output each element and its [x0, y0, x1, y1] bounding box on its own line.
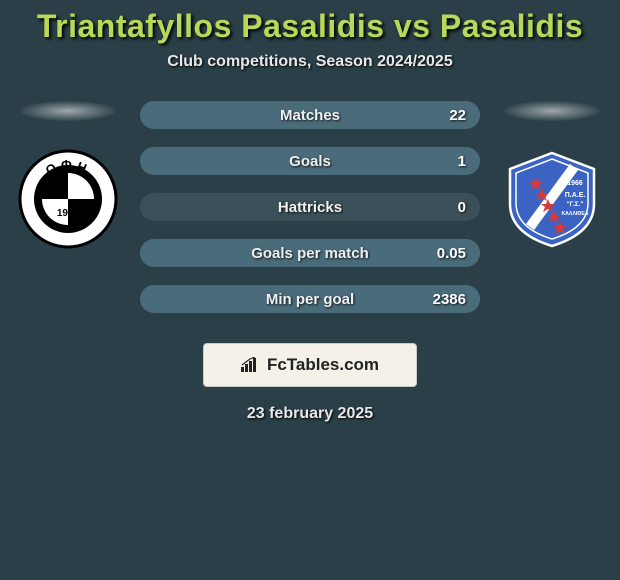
- date-label: 23 february 2025: [247, 405, 373, 423]
- comparison-card: Triantafyllos Pasalidis vs Pasalidis Clu…: [0, 0, 620, 423]
- stat-table: Matches22 Goals1 Hattricks0 Goals per match…: [140, 99, 480, 313]
- right-player-column: 1966 Π.Α.Ε. "Γ.Σ." ΚΑΛΛΙΘΕΑ: [498, 99, 606, 249]
- ofi-crete-badge: 1925 Ο.Φ.Η.: [18, 149, 118, 249]
- badge-year: 1966: [567, 180, 583, 187]
- stat-label: Min per goal: [200, 291, 420, 308]
- main-row: 1925 Ο.Φ.Η. Matches22 Goals1 Hattricks0 Goa…: [0, 99, 620, 313]
- fctables-link[interactable]: FcTables.com: [203, 343, 417, 387]
- stat-row: Min per goal2386: [140, 285, 480, 313]
- stat-label: Matches: [200, 107, 420, 124]
- stat-row: Goals per match0.05: [140, 239, 480, 267]
- stat-row: Hattricks0: [140, 193, 480, 221]
- fctables-label: FcTables.com: [267, 355, 379, 375]
- stat-row: Goals1: [140, 147, 480, 175]
- player-shadow-left: [20, 101, 116, 121]
- badge-year: 1925: [57, 208, 80, 219]
- pae-kallithea-badge: 1966 Π.Α.Ε. "Γ.Σ." ΚΑΛΛΙΘΕΑ: [502, 149, 602, 249]
- subtitle: Club competitions, Season 2024/2025: [167, 53, 452, 71]
- stat-value-right: 0.05: [420, 245, 480, 262]
- badge-text-top: Π.Α.Ε.: [565, 192, 586, 199]
- stat-label: Goals: [200, 153, 420, 170]
- stat-value-right: 1: [420, 153, 480, 170]
- page-title: Triantafyllos Pasalidis vs Pasalidis: [37, 8, 583, 45]
- badge-text-mid: "Γ.Σ.": [567, 201, 584, 208]
- stat-row: Matches22: [140, 101, 480, 129]
- stat-value-right: 0: [420, 199, 480, 216]
- bar-chart-icon: [241, 357, 261, 373]
- stat-label: Goals per match: [200, 245, 420, 262]
- player-shadow-right: [504, 101, 600, 121]
- left-player-column: 1925 Ο.Φ.Η.: [14, 99, 122, 249]
- badge-text-bot: ΚΑΛΛΙΘΕΑ: [561, 211, 588, 217]
- stat-value-right: 2386: [420, 291, 480, 308]
- stat-label: Hattricks: [200, 199, 420, 216]
- stat-value-right: 22: [420, 107, 480, 124]
